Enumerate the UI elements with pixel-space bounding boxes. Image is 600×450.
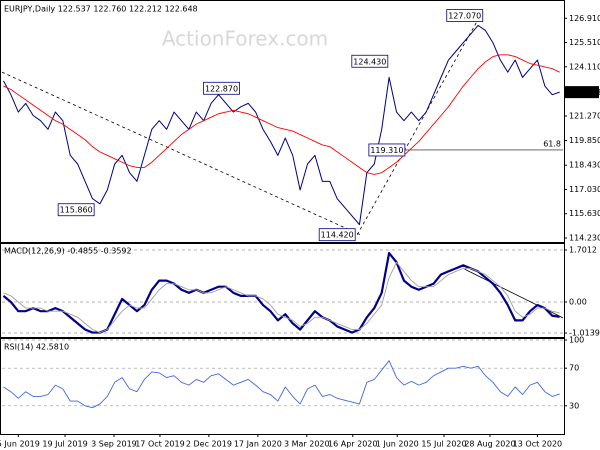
panel-border [0,338,565,435]
price-label: 127.070 [448,12,481,21]
panel-title: RSI(14) 42.5810 [4,343,69,352]
y-tick-label: -1.0139 [569,328,600,337]
x-tick-label: 1 Jun 2020 [376,440,419,449]
y-tick-label: 30 [569,401,579,410]
y-tick-label: 124.110 [569,62,600,71]
watermark: ActionForex.com [162,27,328,51]
y-tick-label: 126.910 [569,14,600,23]
y-tick-label: 118.430 [569,161,600,170]
series-line [2,251,560,334]
series-line [3,24,560,226]
y-tick-label: 100 [569,336,584,345]
x-tick-label: 16 Apr 2020 [328,440,377,449]
y-tick-label: 115.630 [569,209,600,218]
x-tick-label: 19 Jul 2019 [42,440,87,449]
panel-border [0,0,565,244]
y-tick-label: 70 [569,364,579,373]
y-tick-label: 0.00 [569,297,587,306]
panel-title: MACD(12,26,9) -0.4855 -0.3592 [4,247,132,256]
y-tick-label: 121.270 [569,112,600,121]
fib-label: 61.8 [543,139,561,148]
x-tick-label: 17 Oct 2019 [135,440,184,449]
price-label: 124.430 [353,57,386,66]
price-label-box [203,81,240,95]
panel-title: EURJPY,Daily 122.537 122.760 122.212 122… [4,5,198,14]
y-tick-label: 117.030 [569,185,600,194]
trendline [1,71,361,236]
x-tick-label: 5 Jun 2019 [0,440,40,449]
x-tick-label: 28 Aug 2020 [464,440,515,449]
trendline [356,15,481,235]
x-tick-label: 2 Dec 2019 [186,440,232,449]
price-label: 122.870 [205,84,238,93]
last-price-box [565,86,599,99]
y-tick-label: 125.510 [569,38,600,47]
y-tick-label: 114.230 [569,233,600,242]
panel-border [0,242,565,338]
y-tick-label: 1.7012 [569,245,597,254]
price-label-box [351,54,389,68]
last-price: 122.648 [568,88,600,97]
x-tick-label: 3 Mar 2020 [284,440,330,449]
series-line [3,261,560,334]
price-label: 119.310 [370,146,403,155]
price-label-box [368,143,406,157]
x-tick-label: 17 Jan 2020 [234,440,282,449]
price-label: 115.860 [60,206,93,215]
x-tick-label: 15 Jul 2020 [421,440,466,449]
series-line [3,54,560,175]
price-label-box [57,203,95,217]
price-label-box [318,228,356,242]
y-tick-label: 119.850 [569,136,600,145]
price-label: 114.420 [321,231,354,240]
price-label-box [446,9,484,22]
x-tick-label: 13 Oct 2020 [513,440,562,449]
x-tick-label: 3 Sep 2019 [91,440,137,449]
series-line [3,360,560,409]
